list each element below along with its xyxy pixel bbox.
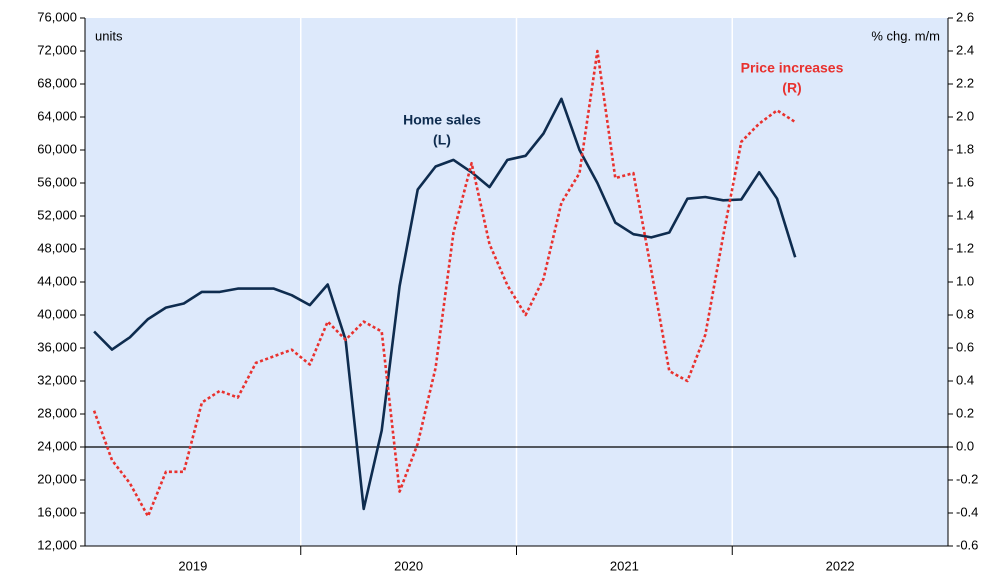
- series-annotation: (L): [433, 132, 451, 148]
- y2-tick-label: 0.4: [956, 372, 974, 387]
- y2-tick-label: 1.8: [956, 141, 974, 156]
- y-tick-label: 76,000: [37, 9, 77, 24]
- left-axis-unit: units: [95, 28, 123, 43]
- y2-tick-label: 0.0: [956, 438, 974, 453]
- y-tick-label: 32,000: [37, 372, 77, 387]
- y2-tick-label: 0.6: [956, 339, 974, 354]
- y-tick-label: 12,000: [37, 537, 77, 552]
- y2-tick-label: 1.6: [956, 174, 974, 189]
- y-tick-label: 60,000: [37, 141, 77, 156]
- series-annotation: (R): [782, 80, 801, 96]
- series-annotation: Price increases: [741, 60, 844, 76]
- y2-tick-label: 2.0: [956, 108, 974, 123]
- x-tick-label: 2019: [178, 558, 207, 573]
- y-tick-label: 36,000: [37, 339, 77, 354]
- y2-tick-label: 1.4: [956, 207, 974, 222]
- series-line: [93, 97, 797, 511]
- y-tick-label: 24,000: [37, 438, 77, 453]
- y2-tick-label: 1.2: [956, 240, 974, 255]
- y2-tick-label: 2.4: [956, 42, 974, 57]
- y2-tick-label: 2.6: [956, 9, 974, 24]
- x-tick-label: 2020: [394, 558, 423, 573]
- y-tick-label: 68,000: [37, 75, 77, 90]
- series-annotation: Home sales: [403, 112, 481, 128]
- y-tick-label: 56,000: [37, 174, 77, 189]
- y-tick-label: 72,000: [37, 42, 77, 57]
- y2-tick-label: 1.0: [956, 273, 974, 288]
- right-axis-unit: % chg. m/m: [871, 28, 940, 43]
- y2-tick-label: 0.8: [956, 306, 974, 321]
- y-tick-label: 40,000: [37, 306, 77, 321]
- y2-tick-label: 0.2: [956, 405, 974, 420]
- y2-tick-label: -0.6: [956, 537, 978, 552]
- y-tick-label: 48,000: [37, 240, 77, 255]
- x-tick-label: 2021: [610, 558, 639, 573]
- x-tick-label: 2022: [826, 558, 855, 573]
- y-tick-label: 64,000: [37, 108, 77, 123]
- y-tick-label: 20,000: [37, 471, 77, 486]
- series-line: [92, 49, 796, 518]
- y-tick-label: 28,000: [37, 405, 77, 420]
- y2-tick-label: -0.4: [956, 504, 978, 519]
- y2-tick-label: 2.2: [956, 75, 974, 90]
- y-tick-label: 44,000: [37, 273, 77, 288]
- y-tick-label: 52,000: [37, 207, 77, 222]
- y-tick-label: 16,000: [37, 504, 77, 519]
- y2-tick-label: -0.2: [956, 471, 978, 486]
